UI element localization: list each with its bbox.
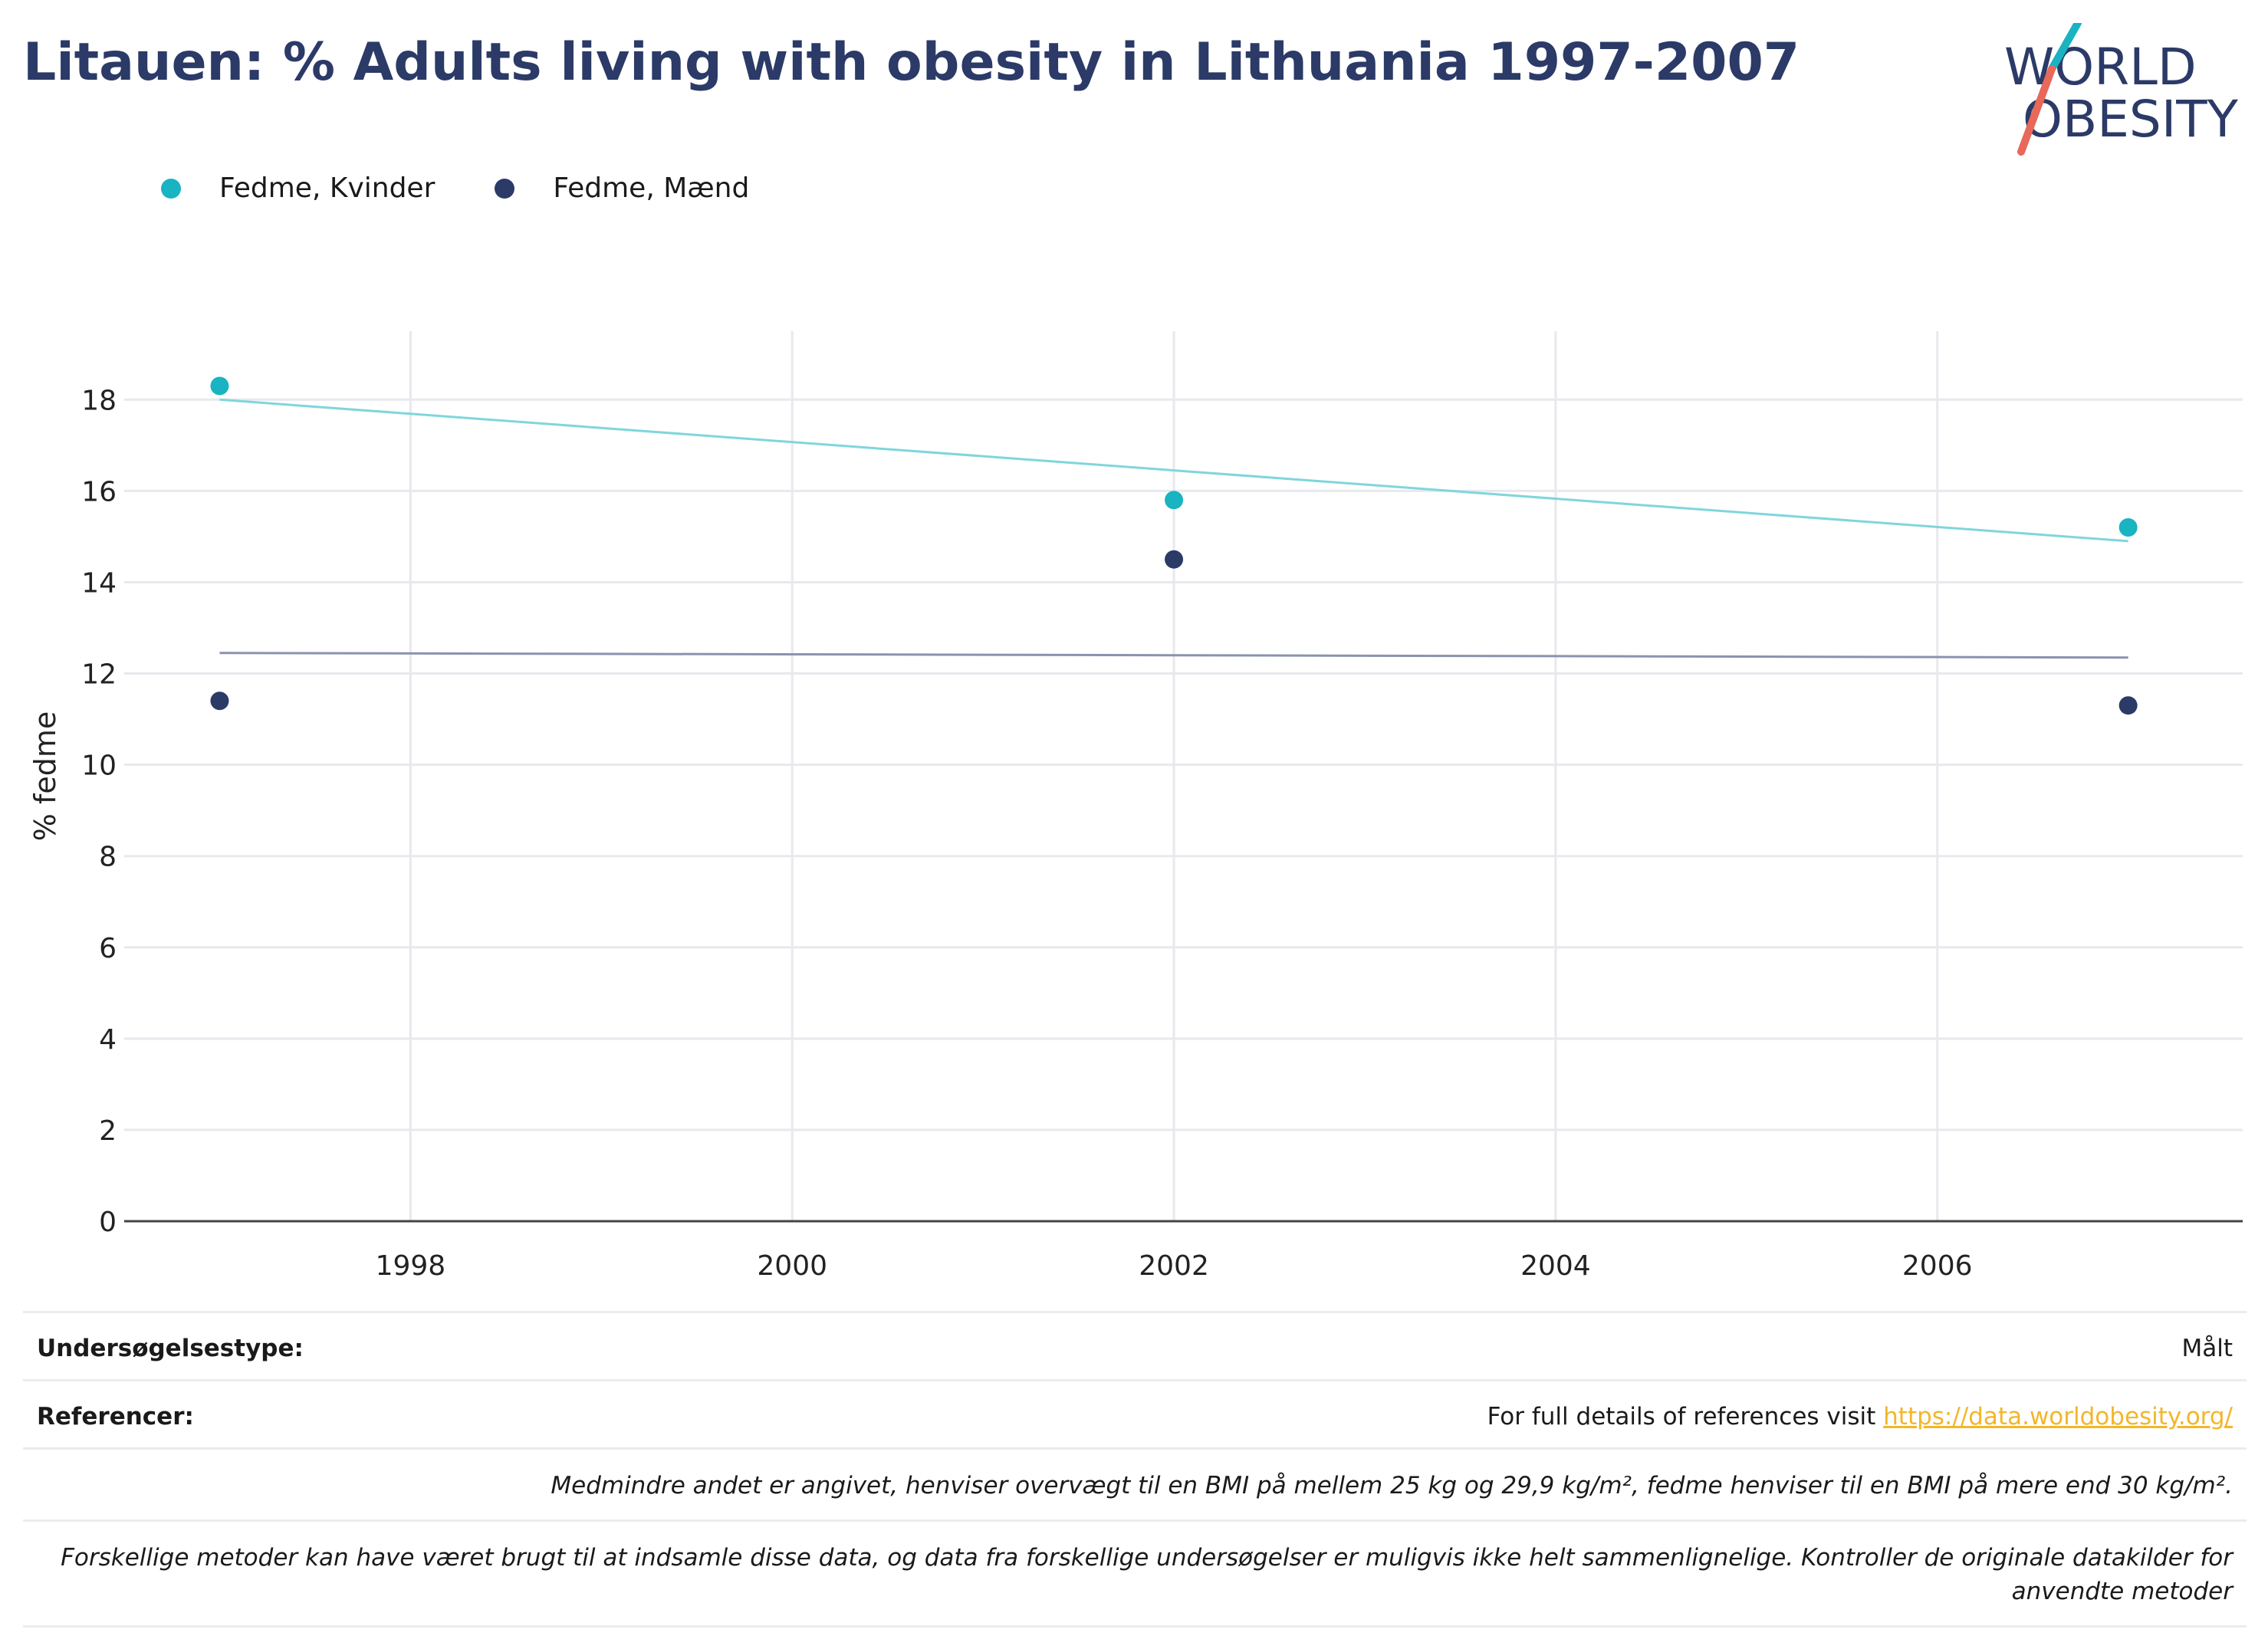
legend-item-men[interactable]: Fedme, Mænd [495, 172, 749, 204]
data-point-men [2118, 696, 2138, 715]
chart-legend: Fedme, Kvinder Fedme, Mænd [161, 172, 809, 204]
legend-label-women: Fedme, Kvinder [219, 172, 436, 204]
survey-type-value: Målt [2181, 1335, 2233, 1362]
data-point-men [1165, 550, 1184, 569]
y-tick-label: 4 [99, 1024, 117, 1056]
legend-marker-men [495, 178, 515, 199]
x-tick-label: 1998 [376, 1250, 446, 1282]
info-row-survey: Undersøgelsestype: Målt [23, 1311, 2247, 1379]
y-tick-label: 10 [81, 751, 117, 782]
obesity-chart: 0 2 4 6 8 10 12 14 16 18 1998 2000 2002 2004 2006 % fed… [28, 331, 2243, 1282]
info-row-note1: Medmindre andet er angivet, henviser ove… [23, 1447, 2247, 1519]
data-point-women [1165, 491, 1184, 510]
info-table: Undersøgelsestype: Målt Referencer: For … [23, 1311, 2247, 1628]
y-axis-label: % fedme [28, 711, 62, 841]
legend-item-women[interactable]: Fedme, Kvinder [161, 172, 435, 204]
x-tick-label: 2002 [1139, 1250, 1209, 1282]
page-title: Litauen: % Adults living with obesity in… [23, 32, 1800, 93]
x-tick-label: 2006 [1902, 1250, 1973, 1282]
info-row-references: Referencer: For full details of referenc… [23, 1379, 2247, 1447]
info-row-note2: Forskellige metoder kan have været brugt… [23, 1519, 2247, 1628]
survey-type-label: Undersøgelsestype: [37, 1335, 304, 1362]
y-tick-label: 2 [99, 1115, 117, 1147]
references-text: For full details of references visit [1487, 1403, 1884, 1430]
data-point-women [210, 376, 229, 396]
trend-line-women [219, 398, 2128, 543]
methods-disclaimer-note: Forskellige metoder kan have været brugt… [61, 1544, 2233, 1605]
y-tick-label: 0 [99, 1207, 117, 1238]
y-tick-label: 14 [81, 567, 117, 599]
y-tick-label: 8 [99, 842, 117, 873]
x-tick-label: 2004 [1520, 1250, 1591, 1282]
data-point-men [210, 691, 229, 711]
y-tick-label: 16 [81, 476, 117, 507]
references-value: For full details of references visit htt… [1474, 1381, 2247, 1447]
x-tick-label: 2000 [757, 1250, 827, 1282]
trend-line-men [219, 652, 2128, 659]
y-tick-label: 6 [99, 933, 117, 964]
legend-label-men: Fedme, Mænd [553, 172, 750, 204]
y-tick-label: 18 [81, 385, 117, 416]
references-label: Referencer: [37, 1403, 194, 1430]
references-link[interactable]: https://data.worldobesity.org/ [1883, 1403, 2233, 1430]
data-point-women [2118, 518, 2138, 537]
svg-text:WORLD: WORLD [2004, 38, 2197, 97]
world-obesity-logo: WORLD OBESITY [2004, 23, 2239, 156]
bmi-definition-note: Medmindre andet er angivet, henviser ove… [551, 1472, 2233, 1499]
legend-marker-women [161, 178, 181, 199]
y-tick-label: 12 [81, 659, 117, 691]
svg-text:OBESITY: OBESITY [2023, 90, 2239, 149]
